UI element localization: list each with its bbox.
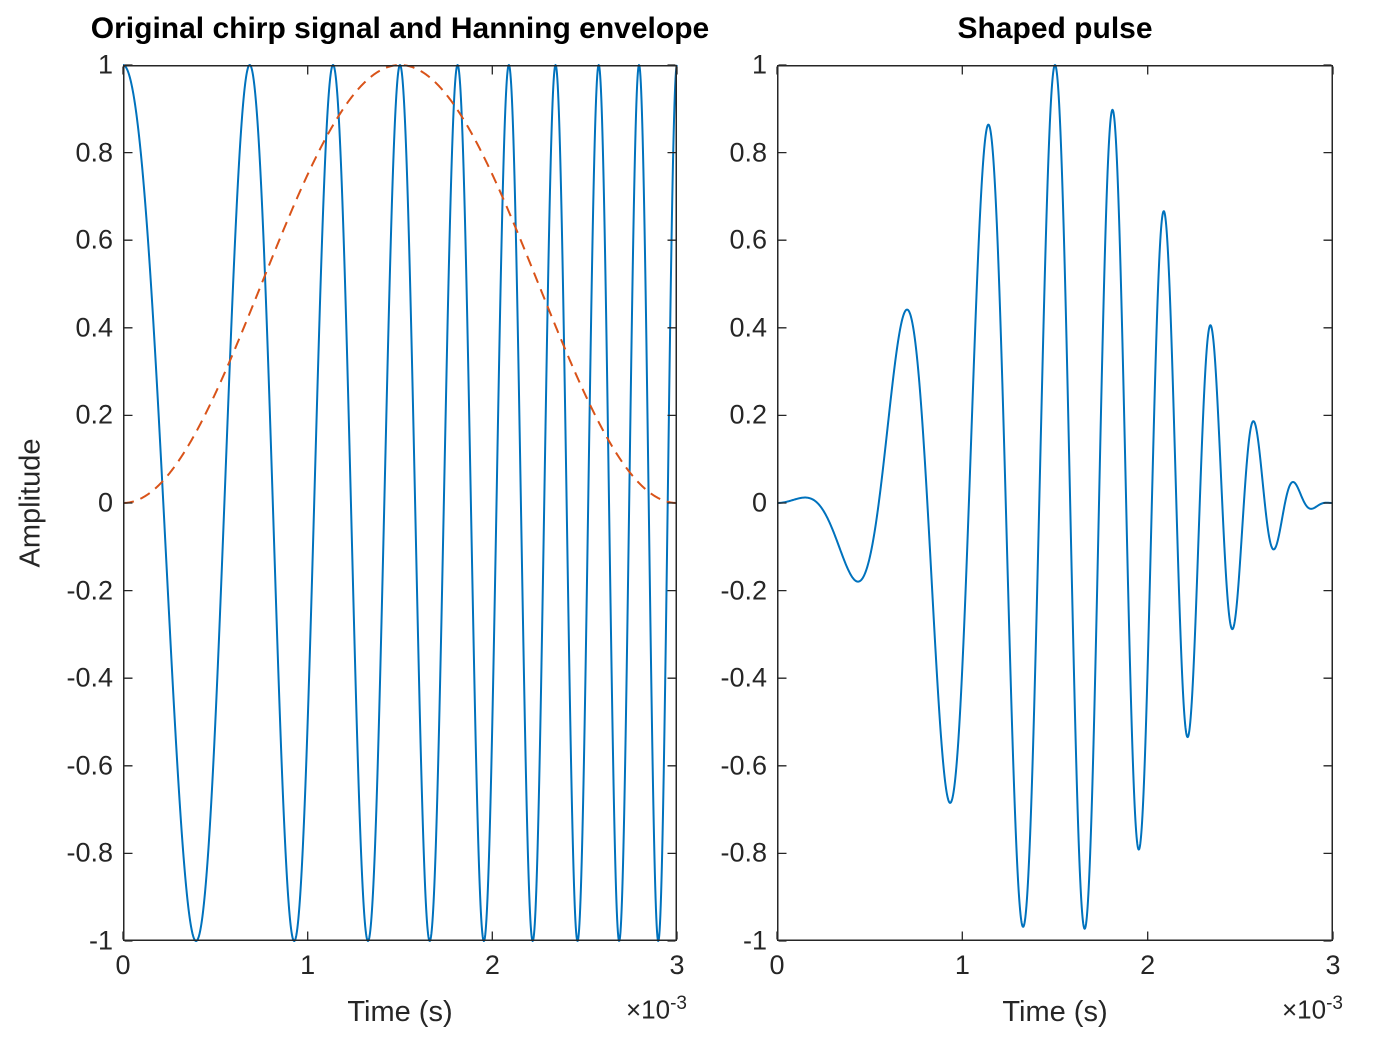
y-tick-label: -1 <box>742 925 767 956</box>
y-tick-label: 0 <box>751 487 767 518</box>
x-tick-label: 2 <box>484 950 500 980</box>
axes-box <box>777 65 1333 941</box>
y-tick-label: 0 <box>97 487 113 518</box>
right-plot-axes <box>776 64 1334 942</box>
exponent-prefix: ×10 <box>625 994 671 1025</box>
right-plot-xlabel: Time (s) <box>1002 996 1108 1028</box>
y-tick-label: 0.8 <box>75 137 113 168</box>
x-tick-label: 1 <box>300 950 316 980</box>
y-tick-label: 1 <box>751 49 767 80</box>
y-tick-label: 0.8 <box>729 137 767 168</box>
exponent-power: -3 <box>1326 993 1343 1014</box>
y-tick-label: -0.8 <box>720 837 767 868</box>
y-tick-label: -0.4 <box>720 662 767 693</box>
x-tick-label: 2 <box>1140 950 1156 980</box>
x-tick-label: 3 <box>669 950 685 980</box>
left-plot-x-exponent: ×10-3 <box>626 993 687 1026</box>
left-plot-xlabel: Time (s) <box>347 996 453 1028</box>
y-tick-label: 0.6 <box>75 224 113 255</box>
left-plot-ylabel: Amplitude <box>14 438 47 568</box>
original-chirp-signal-curve <box>122 64 678 942</box>
y-tick-label: 1 <box>97 49 113 80</box>
x-tick-label: 1 <box>954 950 970 980</box>
hanning-envelope-curve <box>122 64 678 504</box>
y-tick-label: 0.4 <box>75 312 113 343</box>
y-tick-label: -0.6 <box>720 750 767 781</box>
y-tick-label: 0.2 <box>729 399 767 430</box>
y-tick-label: 0.2 <box>75 399 113 430</box>
y-tick-label: -1 <box>88 925 113 956</box>
right-plot-title: Shaped pulse <box>957 12 1153 45</box>
y-tick-label: -0.2 <box>720 575 767 606</box>
y-tick-label: -0.6 <box>66 750 113 781</box>
left-plot-title: Original chirp signal and Hanning envelo… <box>90 12 710 45</box>
left-plot-axes <box>122 64 678 942</box>
y-tick-label: -0.4 <box>66 662 113 693</box>
right-plot-x-exponent: ×10-3 <box>1282 993 1343 1026</box>
x-tick-label: 0 <box>115 950 131 980</box>
exponent-power: -3 <box>670 993 687 1014</box>
y-tick-label: -0.8 <box>66 837 113 868</box>
shaped-pulse-curve <box>776 64 1334 930</box>
exponent-prefix: ×10 <box>1281 994 1327 1025</box>
y-tick-label: 0.6 <box>729 224 767 255</box>
axes-box <box>123 65 677 941</box>
x-tick-label: 3 <box>1325 950 1341 980</box>
x-tick-label: 0 <box>769 950 785 980</box>
tick-marks <box>776 64 1334 942</box>
y-tick-label: -0.2 <box>66 575 113 606</box>
y-tick-label: 0.4 <box>729 312 767 343</box>
